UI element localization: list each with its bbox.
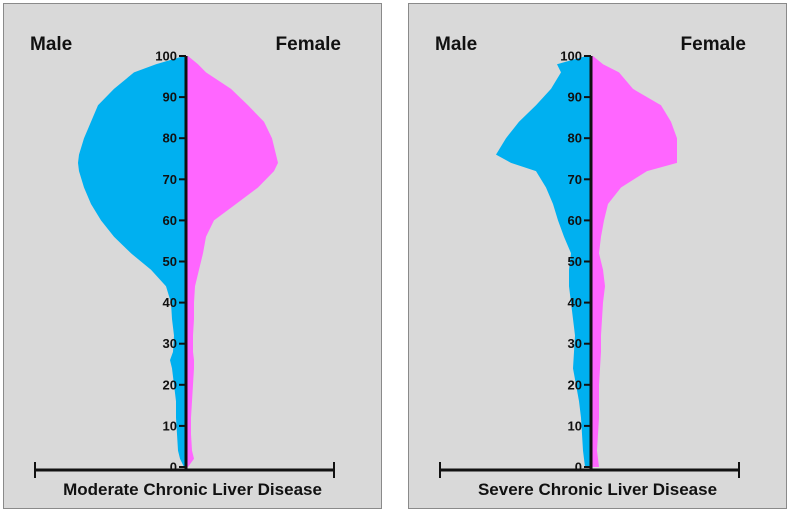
- y-tick-label: 40: [163, 295, 177, 310]
- y-tick-label: 10: [163, 418, 177, 433]
- y-tick-label: 100: [155, 49, 177, 64]
- y-tick-label: 0: [170, 460, 177, 475]
- y-tick-label: 90: [163, 90, 177, 105]
- chart-panel-moderate: 0 10 20 30 40 50 60 70 80 90 100 Male Female Moder…: [3, 3, 382, 509]
- y-tick-label: 80: [163, 131, 177, 146]
- y-tick-label: 40: [568, 295, 582, 310]
- y-tick-label: 0: [575, 460, 582, 475]
- y-tick-label: 70: [163, 172, 177, 187]
- female-label: Female: [680, 34, 746, 55]
- y-tick-label: 80: [568, 131, 582, 146]
- pyramid-chart-severe: 0 10 20 30 40 50 60 70 80 90 100: [439, 49, 740, 478]
- chart-title: Severe Chronic Liver Disease: [477, 480, 718, 499]
- y-tick-label: 30: [163, 336, 177, 351]
- y-tick-label: 100: [560, 49, 582, 64]
- female-label: Female: [275, 34, 341, 55]
- chart-title: Moderate Chronic Liver Disease: [63, 480, 322, 499]
- male-label: Male: [435, 34, 478, 55]
- y-tick-label: 90: [568, 90, 582, 105]
- y-tick-label: 70: [568, 172, 582, 187]
- male-area: [496, 56, 591, 467]
- chart-panel-severe: 0 10 20 30 40 50 60 70 80 90 100 Male Female Sever…: [408, 3, 787, 509]
- y-tick-label: 60: [163, 213, 177, 228]
- pyramid-chart-moderate: 0 10 20 30 40 50 60 70 80 90 100: [34, 49, 335, 478]
- y-tick-label: 50: [568, 254, 582, 269]
- y-tick-label: 20: [568, 377, 582, 392]
- y-tick-label: 50: [163, 254, 177, 269]
- male-label: Male: [30, 34, 73, 55]
- female-area: [591, 56, 677, 467]
- y-tick-label: 10: [568, 418, 582, 433]
- y-tick-label: 20: [163, 377, 177, 392]
- male-area: [78, 56, 186, 467]
- y-tick-label: 60: [568, 213, 582, 228]
- y-tick-label: 30: [568, 336, 582, 351]
- female-area: [186, 56, 278, 467]
